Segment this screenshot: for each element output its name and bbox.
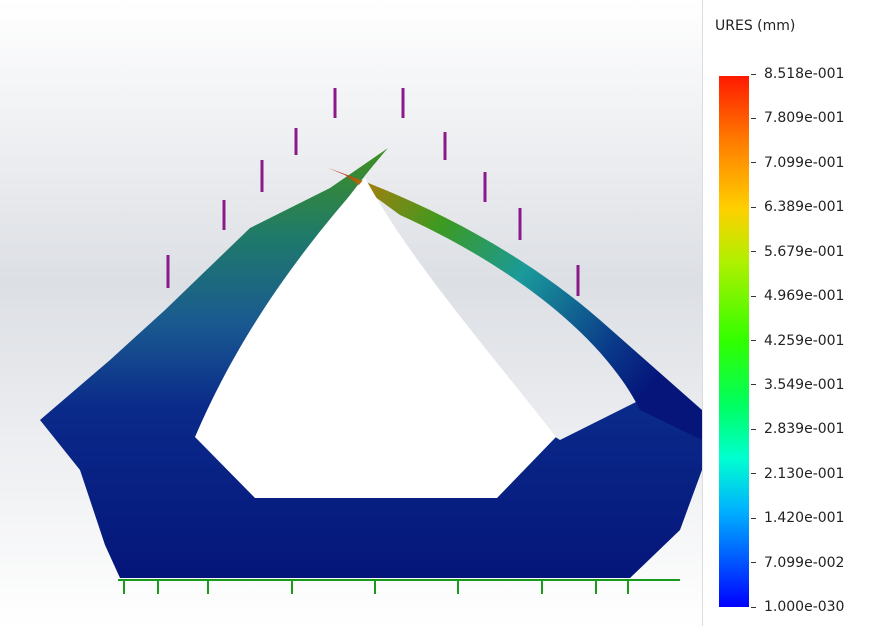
legend-label: 6.389e-001: [751, 199, 844, 215]
legend-label: 4.969e-001: [751, 288, 844, 304]
legend-label: 3.549e-001: [751, 377, 844, 393]
legend-label: 5.679e-001: [751, 244, 844, 260]
legend-label: 2.839e-001: [751, 421, 844, 437]
legend-label: 2.130e-001: [751, 466, 844, 482]
legend-label: 8.518e-001: [751, 66, 844, 82]
fixtures: [118, 579, 680, 594]
part-hole: [195, 178, 556, 498]
legend-label: 7.099e-001: [751, 155, 844, 171]
legend-label: 7.809e-001: [751, 110, 844, 126]
load-arrows: [166, 88, 580, 296]
legend-label: 7.099e-002: [751, 555, 844, 571]
legend-title: URES (mm): [715, 18, 796, 34]
legend-panel: URES (mm) 8.518e-001 7.809e-001 7.099e-001…: [702, 0, 875, 626]
model-viewport: [0, 0, 702, 626]
legend-label: 1.420e-001: [751, 510, 844, 526]
color-bar: [719, 76, 749, 607]
part-arm: [328, 168, 702, 440]
legend-label: 4.259e-001: [751, 333, 844, 349]
legend-label: 1.000e-030: [751, 599, 844, 615]
